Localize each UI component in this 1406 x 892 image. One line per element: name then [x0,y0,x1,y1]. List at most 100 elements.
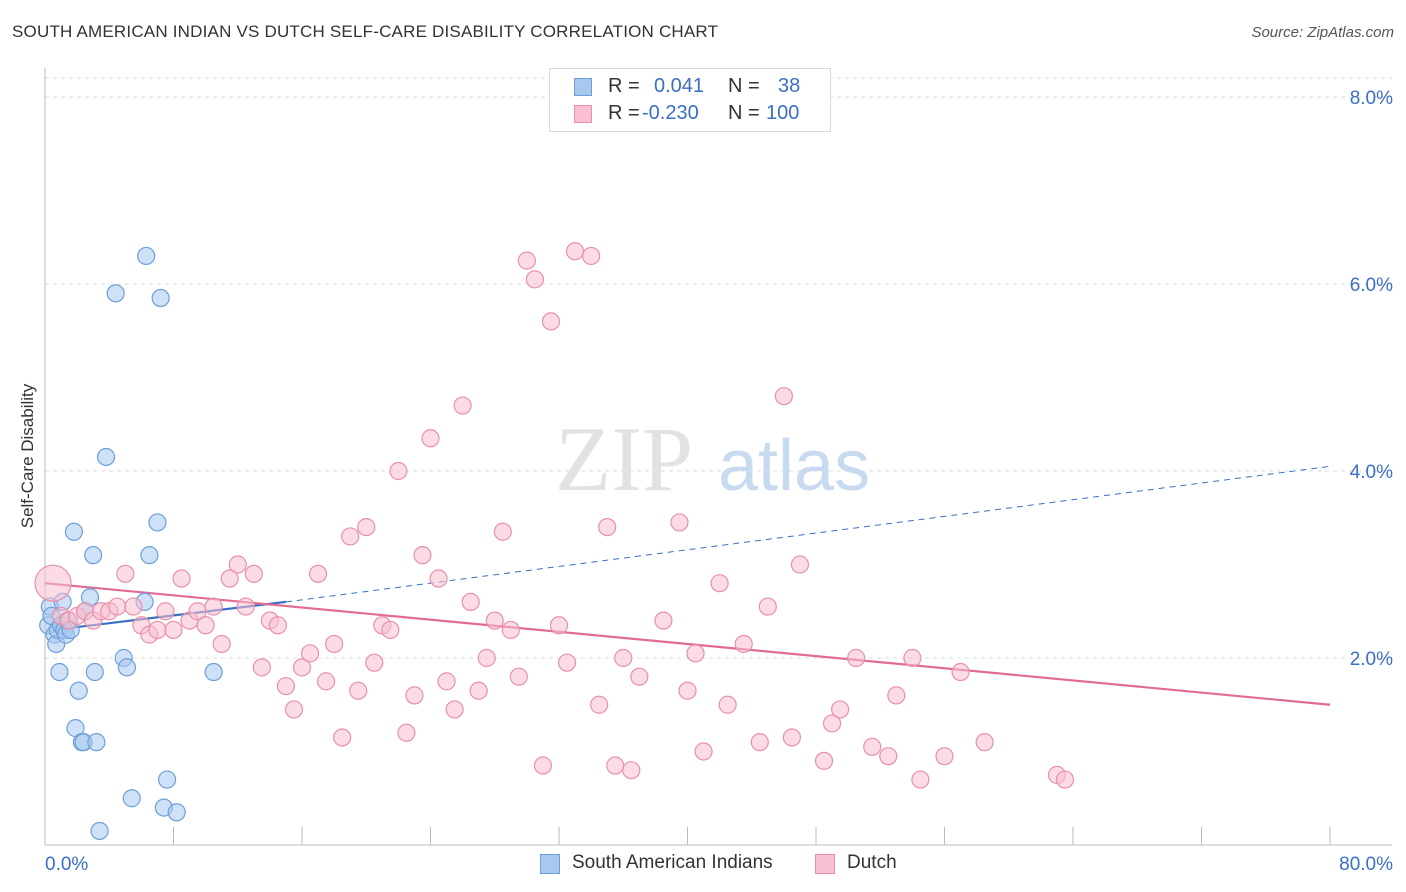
data-point [196,616,215,635]
data-point [252,658,271,677]
data-point [84,546,103,565]
data-point [212,634,231,654]
data-point [935,747,954,766]
data-point [148,513,167,532]
data-point [549,616,569,635]
data-point [122,789,141,808]
data-point [164,620,183,640]
trend-line [44,582,1331,706]
data-point [357,517,376,537]
data-point [106,284,125,303]
data-point [911,770,930,789]
x-tick-label-max: 80.0% [1339,854,1393,875]
data-point [421,429,440,448]
data-point [590,695,609,714]
data-point [316,672,336,691]
data-point [654,611,673,630]
axes-layer [44,68,1392,846]
data-point [565,242,585,261]
data-point [493,522,512,541]
data-point [140,546,159,565]
data-point [903,648,922,668]
data-point [148,620,167,640]
data-point [453,396,472,415]
data-point [501,620,520,640]
data-point [525,270,545,289]
data-point [292,658,312,677]
tick-labels: 2.0% 4.0% 6.0% 8.0% 0.0% 80.0% [45,88,1393,875]
data-point [156,602,175,621]
data-point [750,733,769,752]
data-point [124,597,143,616]
data-point [341,527,360,546]
legend-label-dutch: Dutch [847,852,897,873]
data-point [445,700,464,719]
data-point [437,672,456,691]
data-point [469,681,488,700]
data-point [718,695,737,714]
data-point [87,733,106,752]
data-point [220,569,239,588]
data-point [477,648,496,668]
data-point [116,564,135,583]
data-point [429,569,448,588]
legend-swatch-dutch [815,854,835,874]
data-point [284,700,304,719]
data-point [533,756,553,775]
data-point [325,634,344,654]
legend-swatch-south-american-indians [540,854,560,874]
legend-n-value: 38 [778,75,801,97]
data-point [300,644,320,663]
y-axis-label: Self-Care Disability [18,383,37,529]
data-point [85,662,104,682]
data-point [541,312,561,331]
watermark-zip: ZIP [555,408,693,510]
data-point [167,803,186,822]
data-point [830,700,850,719]
data-point [244,564,263,583]
data-point [108,597,127,616]
series-south-american-indians [39,246,223,841]
data-point [137,246,156,266]
data-point [614,648,633,668]
data-point [461,592,480,612]
data-point [228,555,247,574]
data-point [172,569,191,588]
data-point [96,447,116,467]
data-point [710,574,729,593]
watermark-atlas: atlas [718,426,870,506]
data-point [90,821,109,841]
data-point [686,644,705,663]
data-point [678,681,697,700]
data-point [758,597,777,616]
data-point [975,733,994,752]
data-point [276,676,296,696]
data-point [64,522,84,541]
data-point [622,761,641,780]
source-credit: Source: ZipAtlas.com [1251,24,1394,41]
points-layer [34,242,1075,841]
data-point [822,714,842,733]
legend-n-value: 100 [766,102,800,124]
data-point [774,387,793,406]
data-point [863,737,882,756]
data-point [509,667,528,686]
data-point [34,564,72,602]
data-point [879,747,898,766]
data-point [790,555,810,574]
data-point [847,648,866,668]
data-point [598,517,617,537]
data-point [117,658,137,677]
legend-row-south-american: R = 0.041 N = 38 [550,73,830,99]
data-point [887,686,906,705]
data-point [50,662,69,682]
x-tick-label-min: 0.0% [45,854,88,875]
data-point [517,251,536,270]
legend-r-value: -0.230 [642,102,699,124]
y-tick-label: 6.0% [1350,275,1393,296]
y-tick-label: 2.0% [1350,649,1393,670]
data-point [204,597,223,616]
data-point [606,756,625,775]
data-point [814,751,834,770]
